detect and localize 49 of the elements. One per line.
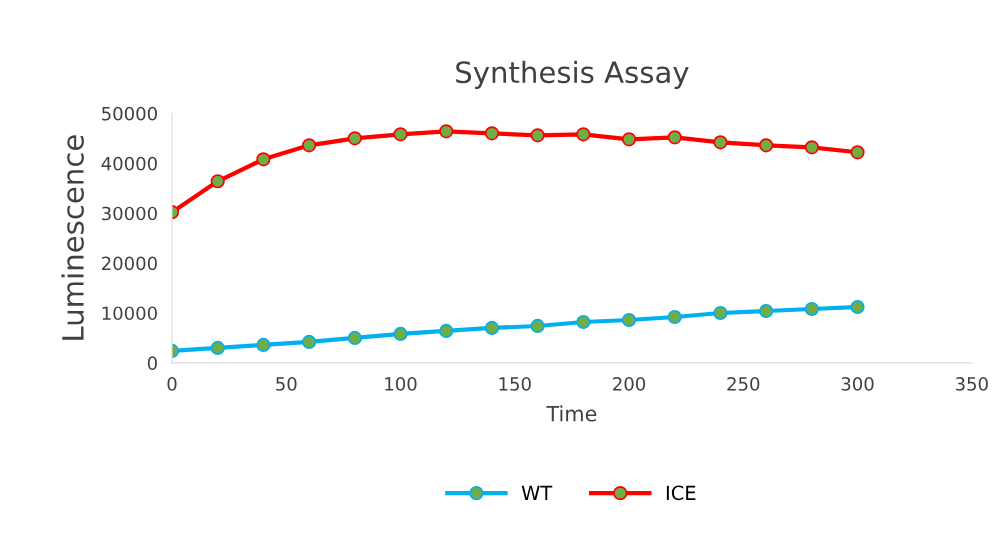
point — [530, 318, 545, 334]
point — [439, 124, 454, 139]
point — [667, 130, 682, 145]
point — [484, 126, 500, 141]
point — [850, 145, 865, 160]
y-tick-label: 40000 — [101, 156, 157, 171]
point — [804, 301, 819, 317]
y-axis-title: Luminescence — [61, 135, 84, 340]
point — [393, 127, 408, 142]
x-tick-label: 250 — [727, 377, 760, 391]
legend-label: ICE — [666, 485, 696, 501]
point — [302, 138, 317, 153]
point — [347, 330, 362, 346]
point — [439, 323, 454, 339]
legend-label: WT — [521, 485, 553, 500]
x-tick-label: 150 — [499, 377, 531, 391]
point — [210, 174, 225, 189]
point — [210, 340, 225, 355]
point — [347, 131, 362, 146]
y-tick-label: 10000 — [102, 306, 157, 321]
x-tick-label: 300 — [841, 377, 874, 391]
point — [759, 303, 774, 319]
y-tick-label: 20000 — [102, 256, 157, 271]
point — [621, 312, 637, 328]
x-axis-title: Time — [546, 405, 597, 422]
x-tick-label: 200 — [613, 377, 646, 391]
point — [804, 140, 819, 155]
x-tick-label: 0 — [167, 377, 177, 391]
point — [256, 337, 271, 353]
point — [530, 128, 545, 143]
point — [393, 326, 408, 342]
point — [621, 132, 637, 147]
point — [302, 334, 317, 350]
point — [759, 138, 774, 153]
y-tick-label: 0 — [147, 356, 157, 370]
x-tick-label: 50 — [276, 377, 297, 391]
point — [576, 127, 591, 142]
point — [850, 299, 865, 315]
point — [713, 135, 728, 150]
y-tick-label: 50000 — [102, 106, 157, 121]
point — [713, 305, 728, 321]
chart-title: Synthesis Assay — [456, 60, 689, 89]
point — [484, 320, 500, 336]
y-tick-label: 30000 — [102, 206, 157, 221]
x-tick-label: 350 — [955, 377, 988, 391]
point — [576, 314, 591, 330]
x-tick-label: 100 — [385, 377, 417, 391]
point — [256, 152, 271, 167]
point — [667, 309, 682, 325]
